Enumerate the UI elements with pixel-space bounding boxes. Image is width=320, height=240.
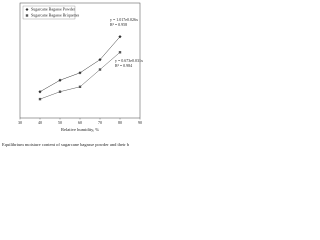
chart: Relative humidity, % Equilibrium moistur… — [2, 2, 143, 147]
point — [78, 85, 82, 88]
trend-line — [39, 52, 121, 100]
legend-label: Sugarcane Bagasse Briquettes — [31, 12, 80, 17]
x-tick-label: 60 — [78, 120, 82, 125]
x-tick-label: 50 — [58, 120, 62, 125]
r-squared: R² = 0.958 — [110, 22, 127, 27]
legend-label: Sugarcane Bagasse Powder — [31, 6, 76, 11]
point — [78, 71, 82, 75]
x-tick-label: 90 — [138, 120, 142, 125]
point — [118, 51, 122, 54]
legend-marker — [25, 8, 29, 11]
r-squared: R² = 0.984 — [115, 63, 132, 68]
legend-box — [22, 5, 76, 20]
x-axis-label: Relative humidity, % — [61, 127, 99, 133]
legend-marker — [25, 14, 29, 17]
trend-line — [39, 36, 121, 92]
equation: y = 1.017e0.026x — [110, 17, 138, 22]
point — [58, 90, 62, 93]
point — [118, 35, 122, 39]
equation: y = 0.673e0.031x — [115, 58, 143, 63]
caption: Equilibrium moisture content of sugarcan… — [2, 142, 130, 147]
point — [98, 58, 102, 62]
point — [98, 68, 102, 71]
point — [38, 90, 42, 94]
x-tick-label: 40 — [38, 120, 42, 125]
point — [38, 97, 42, 101]
x-tick-label: 30 — [18, 120, 22, 125]
x-tick-label: 80 — [118, 120, 122, 125]
point — [58, 78, 62, 82]
x-tick-label: 70 — [98, 120, 102, 125]
